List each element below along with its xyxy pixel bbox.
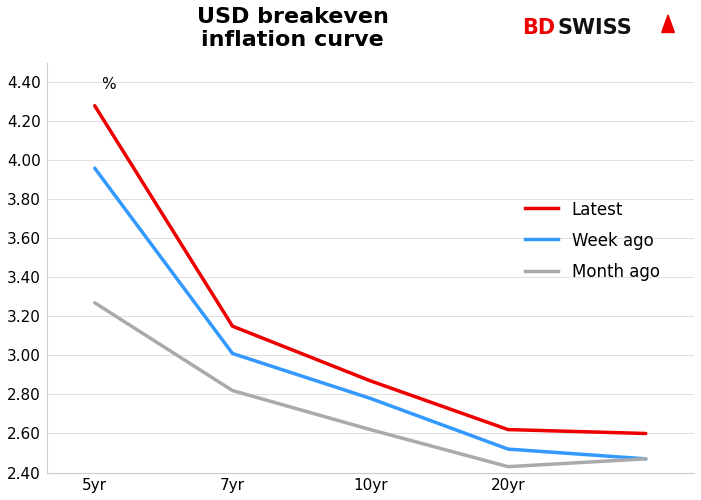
Week ago [641, 456, 650, 462]
Latest [504, 426, 512, 432]
Month ago [366, 426, 374, 432]
Month ago [90, 300, 99, 306]
Week ago [229, 350, 237, 356]
Month ago [504, 464, 512, 469]
Latest [641, 430, 650, 436]
Legend: Latest, Week ago, Month ago: Latest, Week ago, Month ago [518, 194, 666, 288]
Text: SWISS: SWISS [557, 18, 632, 38]
Line: Week ago: Week ago [95, 168, 646, 459]
Month ago [229, 388, 237, 394]
Latest [366, 378, 374, 384]
Week ago [504, 446, 512, 452]
Latest [90, 102, 99, 108]
Week ago [90, 165, 99, 171]
Month ago [641, 456, 650, 462]
Title: USD breakeven
inflation curve: USD breakeven inflation curve [197, 7, 388, 50]
Week ago [366, 396, 374, 402]
Latest [229, 323, 237, 329]
Text: BD: BD [522, 18, 555, 38]
Line: Month ago: Month ago [95, 303, 646, 466]
Text: %: % [102, 77, 116, 92]
Line: Latest: Latest [95, 106, 646, 434]
